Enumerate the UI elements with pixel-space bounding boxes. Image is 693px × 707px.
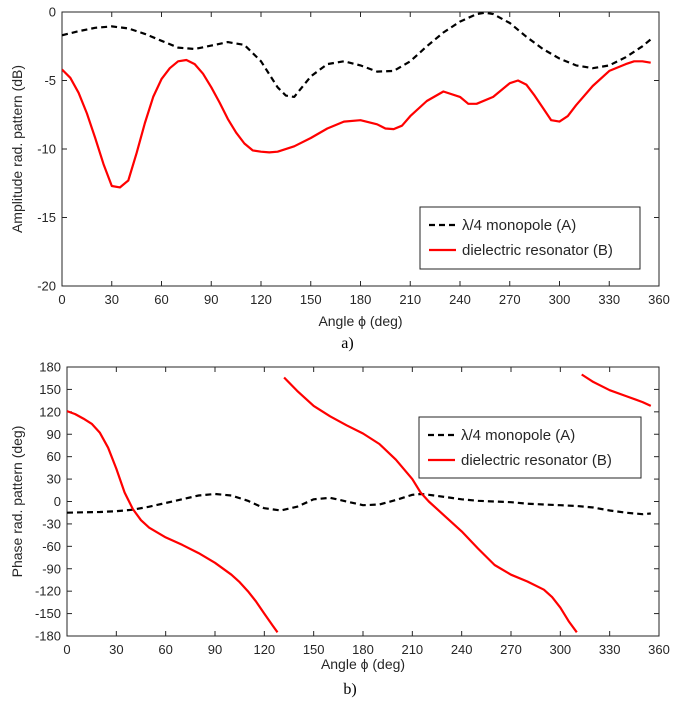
x-tick-label: 300 bbox=[549, 642, 571, 657]
x-tick-label: 90 bbox=[208, 642, 222, 657]
y-tick-label: -15 bbox=[37, 210, 56, 225]
x-tick-label: 0 bbox=[63, 642, 70, 657]
legend-label-1: dielectric resonator (B) bbox=[462, 242, 613, 259]
y-tick-label: -180 bbox=[35, 629, 61, 644]
chart-1: 0 30 60 90 120 150 180 210 240 270 300 330 360180150… bbox=[9, 360, 670, 699]
x-tick-label: 270 bbox=[500, 642, 522, 657]
y-tick-label: 60 bbox=[47, 449, 61, 464]
chart-0: 0 30 60 90 120 150 180 210 240 270 300 330 360 0 -5 -10… bbox=[9, 5, 670, 353]
x-tick-label: 330 bbox=[598, 292, 620, 307]
x-axis-label: Angle ϕ (deg) bbox=[318, 313, 402, 329]
y-tick-label: 180 bbox=[39, 360, 61, 375]
x-tick-label: 300 bbox=[549, 292, 571, 307]
x-tick-label: 90 bbox=[204, 292, 218, 307]
x-tick-label: 210 bbox=[401, 642, 423, 657]
legend-box bbox=[419, 206, 641, 270]
y-tick-label: 30 bbox=[47, 472, 61, 487]
y-tick-label: 0 bbox=[49, 5, 56, 20]
legend: λ/4 monopole (A) dielectric resonator (B) bbox=[418, 416, 642, 479]
x-tick-label: 180 bbox=[350, 292, 372, 307]
x-tick-label: 150 bbox=[300, 292, 322, 307]
x-tick-label: 30 bbox=[105, 292, 119, 307]
x-tick-label: 360 bbox=[648, 292, 670, 307]
x-axis-label: Angle ϕ (deg) bbox=[321, 656, 405, 672]
y-tick-label: -120 bbox=[35, 584, 61, 599]
y-tick-label: -150 bbox=[35, 606, 61, 621]
series-group bbox=[67, 373, 652, 633]
series-line-1 bbox=[67, 410, 279, 633]
y-axis-label: Amplitude rad. pattern (dB) bbox=[9, 65, 25, 233]
y-tick-label: 120 bbox=[39, 404, 61, 419]
x-tick-label: 60 bbox=[158, 642, 172, 657]
y-tick-label: -30 bbox=[42, 516, 61, 531]
series-group bbox=[62, 11, 652, 189]
legend-label-1: dielectric resonator (B) bbox=[461, 452, 612, 469]
x-tick-label: 240 bbox=[451, 642, 473, 657]
legend-label-0: λ/4 monopole (A) bbox=[461, 427, 575, 444]
x-tick-label: 360 bbox=[648, 642, 670, 657]
series-line-1 bbox=[62, 58, 651, 189]
x-tick-label: 330 bbox=[599, 642, 621, 657]
x-tick-label: 180 bbox=[352, 642, 374, 657]
y-tick-label: -5 bbox=[44, 73, 56, 88]
y-tick-label: -10 bbox=[37, 142, 56, 157]
series-line-1 bbox=[581, 373, 652, 407]
legend: λ/4 monopole (A) dielectric resonator (B) bbox=[419, 206, 641, 270]
y-axis-label: Phase rad. pattern (deg) bbox=[9, 426, 25, 578]
y-tick-label: 150 bbox=[39, 382, 61, 397]
y-tick-label: -90 bbox=[42, 561, 61, 576]
x-tick-label: 0 bbox=[58, 292, 65, 307]
x-tick-label: 270 bbox=[499, 292, 521, 307]
x-tick-label: 120 bbox=[250, 292, 272, 307]
x-tick-label: 150 bbox=[303, 642, 325, 657]
legend-box bbox=[418, 416, 642, 479]
series-line-1 bbox=[283, 376, 578, 633]
y-tick-label: 90 bbox=[47, 427, 61, 442]
x-tick-label: 240 bbox=[449, 292, 471, 307]
x-tick-label: 120 bbox=[253, 642, 275, 657]
plot-area bbox=[66, 366, 660, 637]
panel-caption: b) bbox=[343, 681, 356, 698]
x-tick-label: 210 bbox=[399, 292, 421, 307]
series-line-0 bbox=[62, 11, 652, 98]
panel-caption: a) bbox=[341, 335, 353, 352]
y-tick-label: -20 bbox=[37, 279, 56, 294]
y-tick-label: 0 bbox=[54, 494, 61, 509]
y-tick-label: -60 bbox=[42, 539, 61, 554]
series-line-0 bbox=[67, 492, 651, 516]
x-tick-label: 30 bbox=[109, 642, 123, 657]
legend-label-0: λ/4 monopole (A) bbox=[462, 217, 576, 234]
x-tick-label: 60 bbox=[154, 292, 168, 307]
